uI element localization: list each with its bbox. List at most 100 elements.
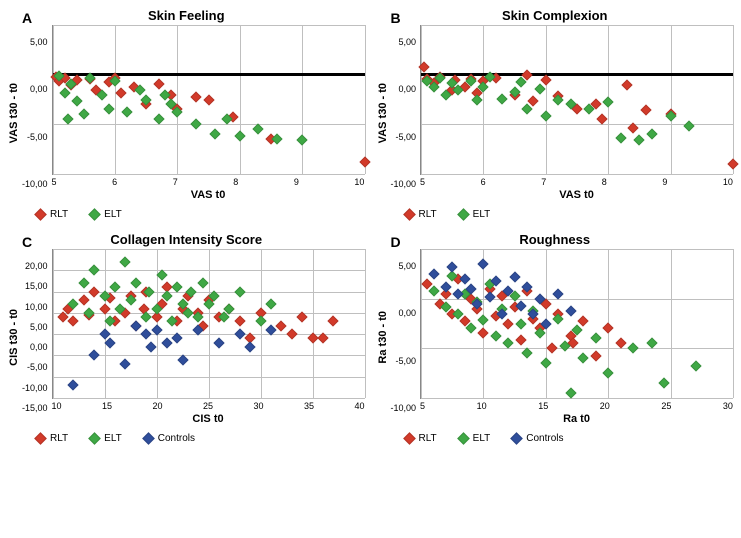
y-ticks: 20,0015,0010,005,000,00-5,00-10,00-15,00	[22, 261, 48, 413]
chart-title: Collagen Intensity Score	[8, 232, 365, 247]
y-axis-label: VAS t30 - t0	[377, 83, 389, 143]
data-point-elt	[534, 83, 545, 94]
data-point-rlt	[153, 78, 164, 89]
data-point-rlt	[546, 343, 557, 354]
legend: RLT ELT Controls	[8, 433, 365, 444]
x-ticks: 5678910	[52, 177, 365, 187]
data-point-rlt	[578, 315, 589, 326]
scatter-plot	[420, 249, 733, 399]
legend-item-controls: Controls	[144, 433, 195, 444]
scatter-plot	[52, 25, 365, 175]
data-point-controls	[447, 261, 458, 272]
data-point-elt	[503, 338, 514, 349]
diamond-icon	[403, 208, 416, 221]
data-point-elt	[122, 107, 133, 118]
data-point-elt	[659, 377, 670, 388]
data-point-elt	[234, 131, 245, 142]
diamond-icon	[457, 208, 470, 221]
data-point-elt	[590, 333, 601, 344]
data-point-rlt	[68, 316, 79, 327]
data-point-rlt	[603, 323, 614, 334]
data-point-controls	[146, 341, 157, 352]
y-axis-label: VAS t30 - t0	[8, 83, 20, 143]
data-point-elt	[190, 119, 201, 130]
data-point-elt	[78, 109, 89, 120]
y-axis-label: CIS t30 - t0	[8, 309, 20, 366]
data-point-rlt	[727, 158, 738, 169]
data-point-rlt	[276, 320, 287, 331]
data-point-elt	[478, 314, 489, 325]
data-point-rlt	[615, 338, 626, 349]
data-point-elt	[603, 97, 614, 108]
chart-title: Skin Feeling	[8, 8, 365, 23]
data-point-elt	[72, 96, 83, 107]
x-ticks: 10152025303540	[52, 401, 365, 411]
data-point-controls	[553, 288, 564, 299]
data-point-rlt	[478, 328, 489, 339]
data-point-rlt	[590, 351, 601, 362]
data-point-elt	[130, 277, 141, 288]
data-point-elt	[255, 316, 266, 327]
x-axis-label: VAS t0	[420, 189, 733, 201]
data-point-elt	[62, 114, 73, 125]
diamond-icon	[142, 432, 155, 445]
data-point-controls	[509, 271, 520, 282]
panel-b: BSkin ComplexionVAS t30 - t05,000,00-5,0…	[377, 8, 734, 220]
panel-letter: B	[391, 10, 401, 26]
data-point-elt	[253, 124, 264, 135]
data-point-elt	[103, 104, 114, 115]
data-point-controls	[161, 337, 172, 348]
data-point-controls	[565, 305, 576, 316]
data-point-rlt	[115, 87, 126, 98]
data-point-elt	[540, 111, 551, 122]
x-ticks: 5678910	[420, 177, 733, 187]
scatter-plot	[420, 25, 733, 175]
data-point-elt	[603, 367, 614, 378]
legend-item-controls: Controls	[512, 433, 563, 444]
data-point-elt	[578, 353, 589, 364]
data-point-rlt	[596, 114, 607, 125]
data-point-elt	[646, 338, 657, 349]
y-axis-label: Ra t30 - t0	[377, 311, 389, 364]
data-point-elt	[472, 95, 483, 106]
data-point-elt	[88, 265, 99, 276]
data-point-controls	[140, 328, 151, 339]
data-point-elt	[120, 256, 131, 267]
data-point-elt	[465, 323, 476, 334]
legend-item-elt: ELT	[90, 433, 122, 444]
legend: RLTELT	[377, 209, 734, 220]
data-point-elt	[634, 135, 645, 146]
data-point-elt	[296, 135, 307, 146]
data-point-rlt	[359, 156, 370, 167]
data-point-elt	[271, 134, 282, 145]
data-point-controls	[68, 380, 79, 391]
legend-item-elt: ELT	[90, 209, 122, 220]
panel-letter: D	[391, 234, 401, 250]
data-point-controls	[459, 273, 470, 284]
data-point-rlt	[503, 318, 514, 329]
x-axis-label: CIS t0	[52, 413, 365, 425]
data-point-rlt	[515, 335, 526, 346]
data-point-rlt	[621, 79, 632, 90]
diamond-icon	[403, 432, 416, 445]
diamond-icon	[88, 208, 101, 221]
data-point-rlt	[203, 95, 214, 106]
x-ticks: 51015202530	[420, 401, 733, 411]
panel-d: DRoughnessRa t30 - t05,000,00-5,00-10,00…	[377, 232, 734, 444]
data-point-controls	[478, 258, 489, 269]
data-point-elt	[540, 358, 551, 369]
data-point-controls	[428, 268, 439, 279]
data-point-controls	[213, 337, 224, 348]
data-point-rlt	[190, 91, 201, 102]
data-point-elt	[690, 361, 701, 372]
data-point-rlt	[234, 316, 245, 327]
data-point-elt	[234, 286, 245, 297]
y-ticks: 5,000,00-5,00-10,00	[391, 37, 417, 189]
data-point-controls	[130, 320, 141, 331]
panel-letter: A	[22, 10, 32, 26]
data-point-elt	[684, 121, 695, 132]
data-point-elt	[615, 133, 626, 144]
legend-item-rlt: RLT	[36, 433, 68, 444]
legend-item-elt: ELT	[459, 433, 491, 444]
data-point-elt	[627, 343, 638, 354]
